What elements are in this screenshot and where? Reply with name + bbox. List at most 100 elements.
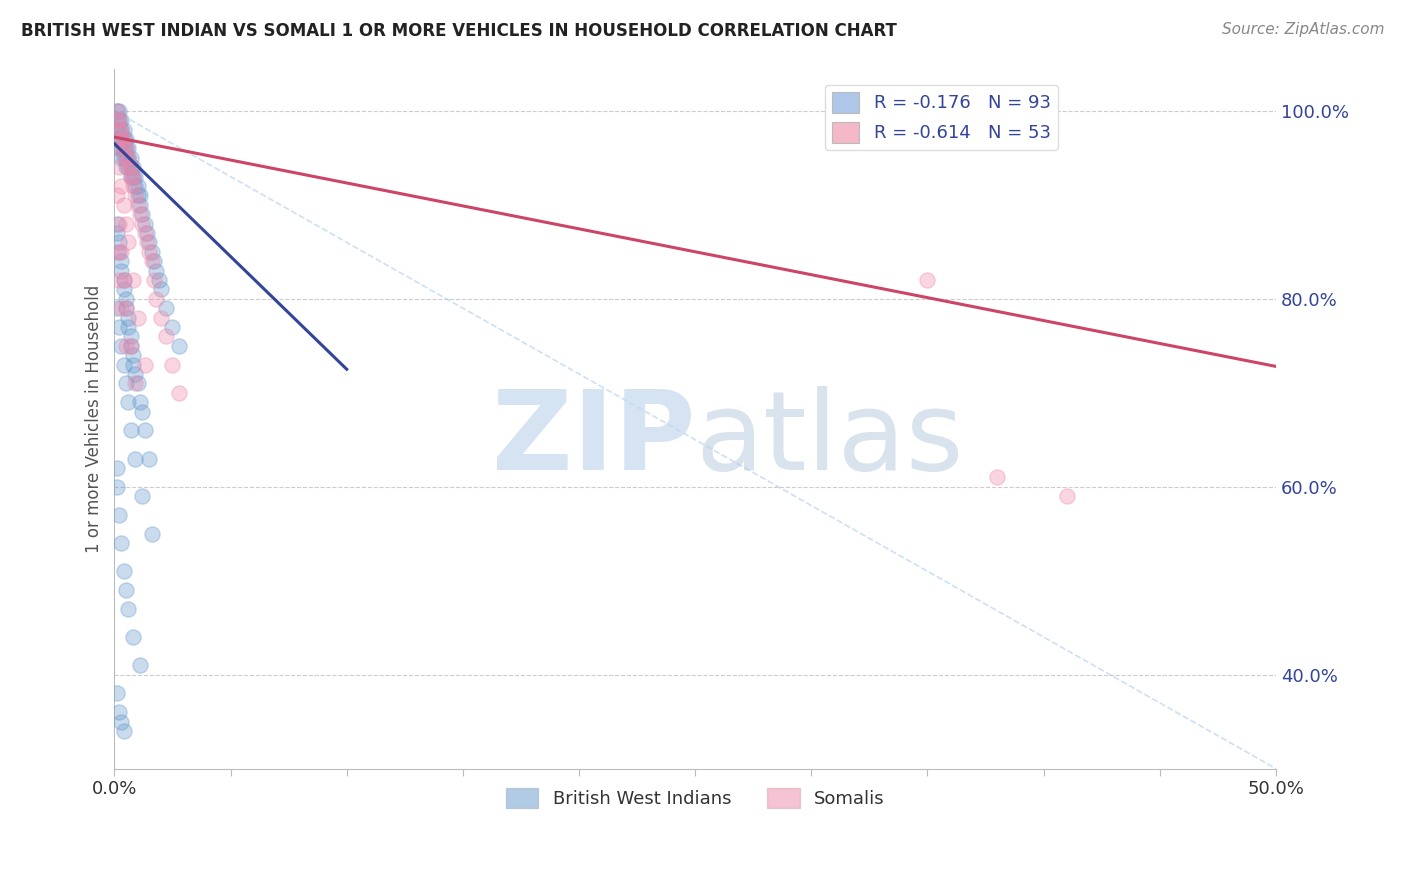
Point bbox=[110, 141, 132, 155]
Point bbox=[122, 160, 145, 174]
Point bbox=[105, 132, 128, 146]
Point bbox=[108, 160, 131, 174]
Point bbox=[110, 714, 132, 729]
Point bbox=[115, 151, 138, 165]
Point bbox=[112, 564, 135, 578]
Point bbox=[115, 141, 138, 155]
Point bbox=[105, 461, 128, 475]
Point bbox=[127, 198, 149, 212]
Point bbox=[120, 169, 142, 184]
Point bbox=[115, 339, 138, 353]
Point bbox=[110, 151, 132, 165]
Point bbox=[155, 329, 177, 343]
Point bbox=[117, 160, 139, 174]
Point bbox=[120, 160, 142, 174]
Point bbox=[142, 254, 165, 268]
Point bbox=[112, 132, 135, 146]
Point bbox=[108, 122, 131, 136]
Point bbox=[108, 113, 131, 128]
Point bbox=[112, 198, 135, 212]
Point bbox=[112, 141, 135, 155]
Point bbox=[110, 122, 132, 136]
Point bbox=[108, 132, 131, 146]
Point bbox=[112, 151, 135, 165]
Point bbox=[117, 235, 139, 250]
Point bbox=[1056, 489, 1078, 503]
Point bbox=[169, 339, 191, 353]
Point bbox=[124, 376, 146, 391]
Point bbox=[134, 226, 156, 240]
Point bbox=[145, 263, 167, 277]
Point bbox=[149, 310, 172, 325]
Point bbox=[112, 132, 135, 146]
Point bbox=[134, 423, 156, 437]
Point bbox=[105, 103, 128, 118]
Point bbox=[134, 358, 156, 372]
Point bbox=[110, 263, 132, 277]
Point bbox=[117, 310, 139, 325]
Point bbox=[110, 122, 132, 136]
Point bbox=[122, 358, 145, 372]
Point bbox=[115, 376, 138, 391]
Point bbox=[117, 160, 139, 174]
Point bbox=[105, 103, 128, 118]
Point bbox=[117, 320, 139, 334]
Point bbox=[131, 404, 153, 418]
Point bbox=[141, 244, 163, 259]
Point bbox=[122, 348, 145, 362]
Point bbox=[162, 320, 184, 334]
Point bbox=[120, 160, 142, 174]
Point bbox=[149, 282, 172, 296]
Point bbox=[127, 376, 149, 391]
Point bbox=[124, 451, 146, 466]
Point bbox=[115, 160, 138, 174]
Point bbox=[110, 301, 132, 315]
Point bbox=[105, 686, 128, 700]
Point bbox=[105, 188, 128, 202]
Point bbox=[117, 141, 139, 155]
Point bbox=[131, 207, 153, 221]
Point bbox=[120, 339, 142, 353]
Point bbox=[108, 705, 131, 719]
Point bbox=[120, 329, 142, 343]
Point bbox=[122, 630, 145, 644]
Point bbox=[120, 169, 142, 184]
Point bbox=[127, 188, 149, 202]
Point bbox=[124, 179, 146, 194]
Point bbox=[127, 310, 149, 325]
Point bbox=[112, 282, 135, 296]
Legend: British West Indians, Somalis: British West Indians, Somalis bbox=[498, 780, 891, 815]
Point bbox=[986, 470, 1008, 484]
Point bbox=[115, 151, 138, 165]
Point bbox=[105, 141, 128, 155]
Point bbox=[136, 235, 159, 250]
Point bbox=[120, 423, 142, 437]
Point bbox=[122, 169, 145, 184]
Point bbox=[105, 113, 128, 128]
Point bbox=[122, 273, 145, 287]
Point bbox=[117, 395, 139, 409]
Point bbox=[105, 217, 128, 231]
Point bbox=[112, 141, 135, 155]
Point bbox=[115, 132, 138, 146]
Point bbox=[112, 122, 135, 136]
Text: Source: ZipAtlas.com: Source: ZipAtlas.com bbox=[1222, 22, 1385, 37]
Point bbox=[138, 451, 160, 466]
Point bbox=[108, 217, 131, 231]
Point bbox=[129, 188, 152, 202]
Point bbox=[110, 339, 132, 353]
Point bbox=[115, 217, 138, 231]
Y-axis label: 1 or more Vehicles in Household: 1 or more Vehicles in Household bbox=[86, 285, 103, 553]
Point bbox=[131, 217, 153, 231]
Point bbox=[112, 273, 135, 287]
Point bbox=[136, 226, 159, 240]
Text: BRITISH WEST INDIAN VS SOMALI 1 OR MORE VEHICLES IN HOUSEHOLD CORRELATION CHART: BRITISH WEST INDIAN VS SOMALI 1 OR MORE … bbox=[21, 22, 897, 40]
Point bbox=[134, 217, 156, 231]
Point bbox=[105, 244, 128, 259]
Point bbox=[110, 132, 132, 146]
Point bbox=[110, 244, 132, 259]
Point bbox=[110, 132, 132, 146]
Point bbox=[108, 508, 131, 522]
Point bbox=[122, 169, 145, 184]
Point bbox=[115, 583, 138, 598]
